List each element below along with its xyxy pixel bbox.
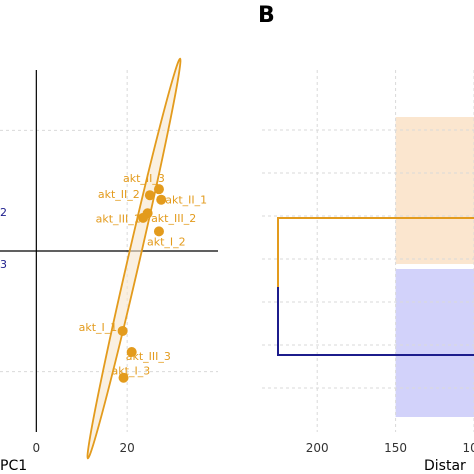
pca-x-tick-0: 0 bbox=[33, 441, 41, 455]
pca-point-akt_I_1 bbox=[117, 325, 128, 336]
pca-panel: akt_II_3 akt_II_2 akt_II_1 akt_III_1 akt_III… bbox=[0, 57, 218, 474]
pca-point-akt_II_1 bbox=[156, 194, 167, 205]
cluster-highlight-blue bbox=[395, 269, 474, 417]
pca-point-label-akt_II_1: akt_II_1 bbox=[165, 194, 207, 207]
pca-point-label-akt_III_2: akt_III_2 bbox=[151, 212, 196, 225]
pca-point-label-akt_I_3: akt_I_3 bbox=[112, 365, 151, 378]
dendrogram-branches bbox=[277, 217, 474, 356]
dendrogram-x-axis-title: Distar bbox=[424, 458, 466, 474]
pca-left-edge-label-1: 2 bbox=[0, 206, 7, 219]
dendrogram-branch-blue bbox=[277, 287, 474, 356]
pca-point-akt_II_2 bbox=[144, 190, 155, 201]
pca-point-akt_III_2 bbox=[138, 212, 149, 223]
pca-point-label-akt_III_1: akt_III_1 bbox=[96, 212, 141, 225]
panel-letter-b: B bbox=[258, 3, 275, 28]
pca-x-tick-labels: 0 20 bbox=[33, 441, 135, 455]
cluster-highlight-orange bbox=[395, 117, 474, 264]
dendrogram-x-tick-100: 100 bbox=[463, 441, 474, 455]
pca-point-label-akt_III_3: akt_III_3 bbox=[126, 350, 171, 363]
pca-confidence-ellipse bbox=[86, 57, 182, 460]
pca-point-akt_III_3 bbox=[126, 347, 137, 358]
dendrogram-grid bbox=[262, 70, 474, 432]
pca-left-edge-label-2: 3 bbox=[0, 258, 7, 271]
dendrogram-x-tick-200: 200 bbox=[306, 441, 329, 455]
pca-x-axis-title: PC1 bbox=[0, 458, 27, 474]
dendrogram-panel: B 200 150 100 Distar bbox=[258, 3, 474, 474]
pca-point-akt_I_2 bbox=[153, 226, 164, 237]
dendrogram-x-tick-150: 150 bbox=[384, 441, 407, 455]
dendrogram-x-tick-labels: 200 150 100 bbox=[306, 441, 474, 455]
pca-point-akt_II_3 bbox=[153, 184, 164, 195]
pca-x-tick-20: 20 bbox=[120, 441, 135, 455]
pca-point-label-akt_I_2: akt_I_2 bbox=[147, 235, 186, 248]
dendrogram-branch-orange bbox=[277, 217, 474, 287]
pca-point-label-akt_II_2: akt_II_2 bbox=[98, 188, 140, 201]
pca-points bbox=[117, 184, 167, 383]
pca-point-labels: akt_II_3 akt_II_2 akt_II_1 akt_III_1 akt_III… bbox=[79, 172, 208, 378]
pca-point-label-akt_I_1: akt_I_1 bbox=[79, 321, 118, 334]
pca-point-label-akt_II_3: akt_II_3 bbox=[123, 172, 165, 185]
pca-point-akt_I_3 bbox=[118, 372, 129, 383]
